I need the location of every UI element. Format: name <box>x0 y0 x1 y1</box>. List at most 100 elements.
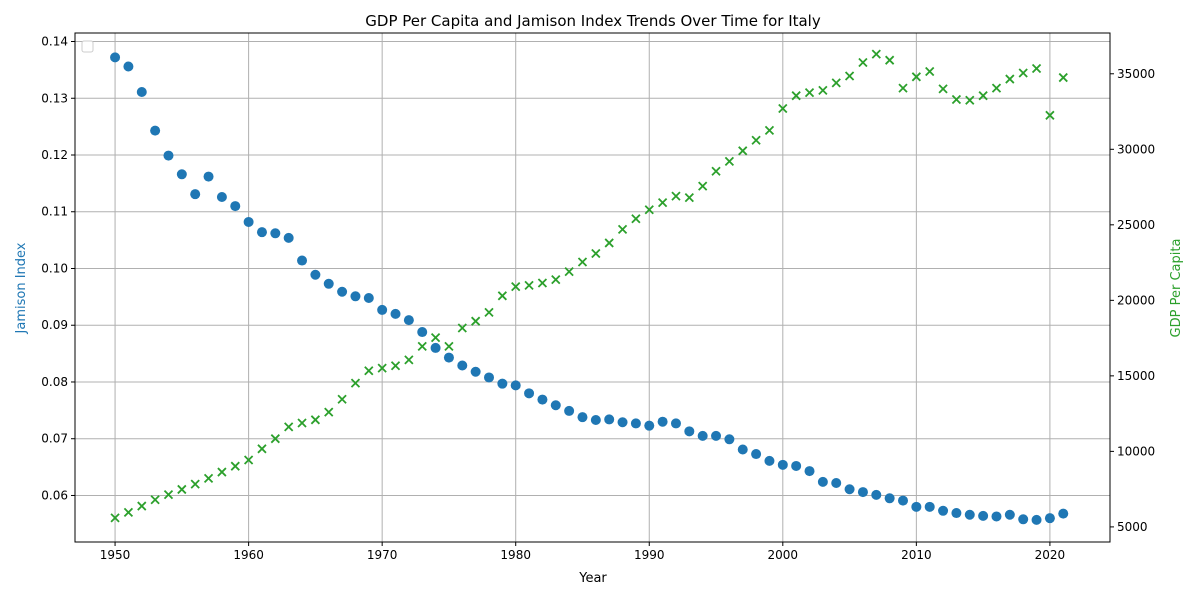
left-axis-ticks: 0.06 0.07 0.08 0.09 0.10 0.11 0.12 0.13 0.14 <box>41 35 75 502</box>
gdp-point-stroke <box>1045 110 1055 120</box>
gdp-point-stroke <box>831 78 841 88</box>
gdp-point-stroke <box>965 95 975 105</box>
jamison-point <box>951 508 962 519</box>
gdp-point-stroke <box>898 83 908 93</box>
jamison-point <box>724 434 735 445</box>
gdp-point <box>804 88 815 98</box>
gdp-point-stroke <box>591 248 601 259</box>
jamison-point <box>964 509 975 520</box>
gdp-point-stroke <box>497 291 507 301</box>
gdp-point-stroke <box>390 361 401 371</box>
right-axis-label: GDP Per Capita <box>1169 239 1184 338</box>
gdp-point-stroke <box>671 191 681 201</box>
gdp-point <box>751 135 761 145</box>
plot-frame <box>74 32 1111 543</box>
jamison-point <box>136 87 147 98</box>
gdp-point <box>230 461 240 471</box>
jamison-point <box>911 501 922 512</box>
jamison-point <box>430 342 441 353</box>
gdp-point-stroke <box>991 83 1002 93</box>
jamison-point <box>443 352 454 363</box>
gdp-point <box>684 192 694 203</box>
jamison-point <box>737 444 748 455</box>
jamison-point <box>524 388 535 399</box>
jamison-point <box>857 487 868 498</box>
jamison-point <box>670 418 681 429</box>
jamison-point <box>764 455 775 466</box>
gdp-point <box>871 49 881 59</box>
gdp-point <box>444 341 454 352</box>
gdp-point <box>991 83 1002 93</box>
jamison-point <box>363 292 374 303</box>
x-tick-label: 1970 <box>367 548 398 562</box>
gdp-point <box>671 191 681 201</box>
jamison-point <box>310 269 321 280</box>
gdp-point-stroke <box>938 84 948 94</box>
jamison-point <box>630 418 641 429</box>
gdp-point-stroke <box>457 323 467 333</box>
gdp-point-stroke <box>123 507 134 518</box>
gdp-point <box>350 378 361 388</box>
grid <box>75 33 1110 542</box>
jamison-point <box>484 372 494 383</box>
gdp-point <box>217 467 227 477</box>
gdp-point-stroke <box>818 85 828 96</box>
x-tick-label: 2010 <box>901 548 932 562</box>
jamison-point <box>350 291 361 302</box>
jamison-point <box>470 366 481 377</box>
gdp-point <box>150 495 160 505</box>
gdp-point <box>377 363 387 373</box>
jamison-point <box>417 327 428 338</box>
jamison-point <box>123 61 134 72</box>
jamison-point <box>804 466 815 477</box>
gdp-point-stroke <box>1058 72 1068 83</box>
gdp-point-stroke <box>657 197 668 208</box>
gdp-point <box>284 422 294 432</box>
gdp-point-stroke <box>804 88 815 98</box>
gdp-point-stroke <box>270 434 280 444</box>
jamison-point <box>537 394 548 405</box>
jamison-point <box>297 255 308 266</box>
gdp-point-stroke <box>617 224 628 234</box>
left-tick-label: 0.10 <box>41 261 68 275</box>
gdp-point <box>137 501 147 511</box>
gdp-point <box>617 224 628 234</box>
gdp-point-stroke <box>150 495 160 505</box>
gdp-point <box>310 415 321 425</box>
gdp-point-stroke <box>177 484 187 495</box>
jamison-point <box>110 52 121 63</box>
gdp-point-stroke <box>471 316 481 326</box>
jamison-point <box>377 304 388 315</box>
gdp-point-stroke <box>698 181 708 191</box>
left-tick-label: 0.11 <box>41 205 68 219</box>
gdp-point <box>657 197 668 208</box>
gdp-point-stroke <box>684 192 694 203</box>
jamison-point <box>1044 513 1055 524</box>
gdp-point <box>844 71 855 81</box>
gdp-point <box>644 205 654 215</box>
gdp-point <box>764 125 775 136</box>
jamison-point <box>457 360 468 371</box>
gdp-per-capita-series <box>110 49 1068 523</box>
gdp-point-stroke <box>1018 68 1028 78</box>
gdp-point-stroke <box>257 444 267 454</box>
gdp-point <box>551 275 561 285</box>
legend-box <box>81 40 94 53</box>
gdp-point <box>1005 74 1015 84</box>
gdp-point <box>511 281 521 292</box>
jamison-point <box>176 169 187 180</box>
x-axis-ticks: 1950 1960 1970 1980 1990 2000 2010 2020 <box>100 542 1065 562</box>
x-tick-label: 1980 <box>500 548 531 562</box>
gdp-point-stroke <box>551 275 561 285</box>
jamison-point <box>1018 514 1029 525</box>
jamison-point <box>283 232 294 243</box>
gdp-point-stroke <box>791 91 801 101</box>
gdp-point-stroke <box>844 71 855 81</box>
jamison-point <box>844 484 855 495</box>
gdp-point <box>177 484 187 495</box>
gdp-point-stroke <box>203 473 214 484</box>
gdp-point <box>471 316 481 326</box>
left-tick-label: 0.06 <box>41 488 68 502</box>
gdp-point-stroke <box>243 455 254 465</box>
